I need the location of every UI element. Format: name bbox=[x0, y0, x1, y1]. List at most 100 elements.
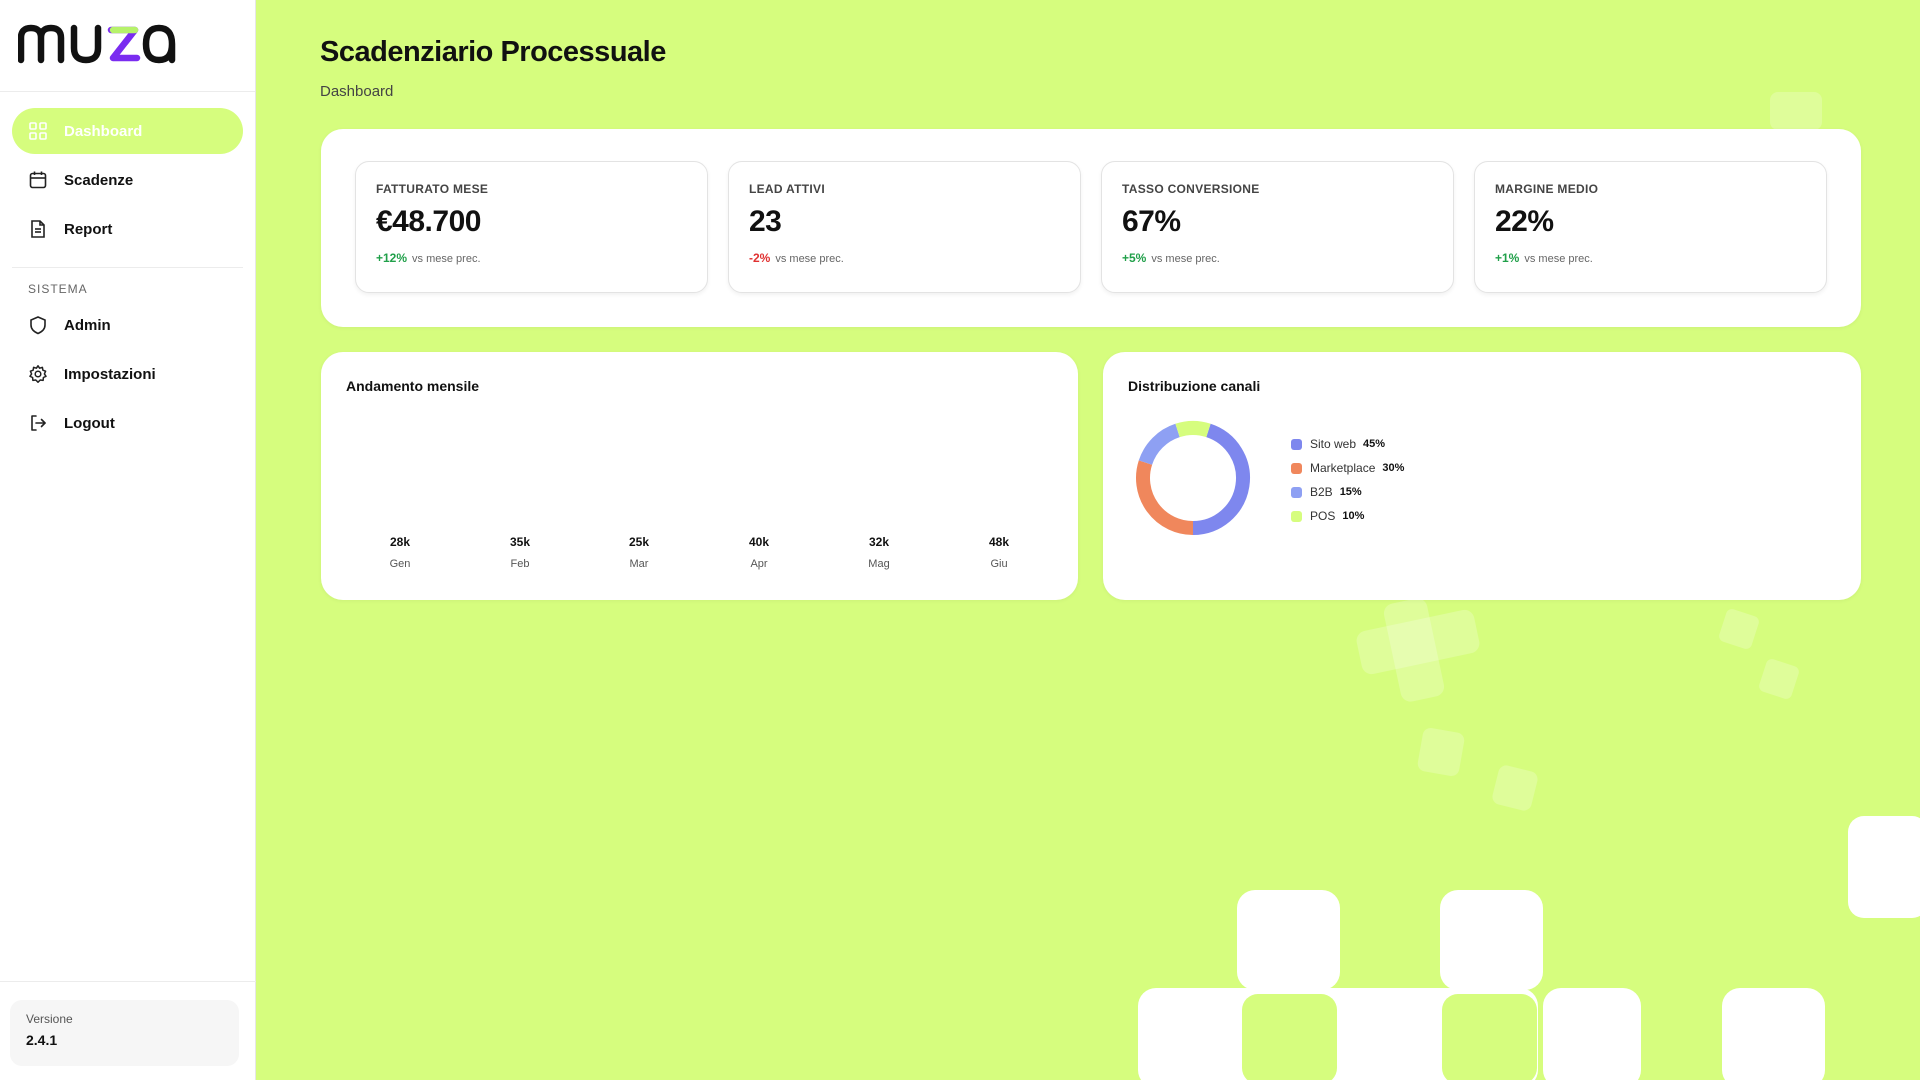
kpi-delta-note: vs mese prec. bbox=[412, 253, 481, 265]
main-nav: Dashboard Scadenze Report SISTEMA Admin bbox=[0, 92, 255, 449]
grid-icon bbox=[28, 121, 48, 141]
bar-column-giu: 48k Giu bbox=[969, 535, 1029, 570]
deco-block bbox=[1237, 890, 1340, 990]
nav-item-scadenze[interactable]: Scadenze bbox=[12, 157, 243, 203]
legend-item-marketplace: Marketplace 30% bbox=[1291, 456, 1404, 480]
kpi-delta: +12% vs mese prec. bbox=[376, 251, 707, 265]
legend-swatch bbox=[1291, 438, 1302, 450]
kpi-delta: -2% vs mese prec. bbox=[749, 251, 1080, 265]
nav-item-label: Report bbox=[64, 220, 113, 238]
deco-block bbox=[1722, 988, 1825, 1080]
legend-item-pos: POS 10% bbox=[1291, 504, 1404, 528]
nav-item-admin[interactable]: Admin bbox=[12, 302, 243, 348]
nav-item-impostazioni[interactable]: Impostazioni bbox=[12, 351, 243, 397]
nav-item-logout[interactable]: Logout bbox=[12, 400, 243, 446]
kpi-value: 23 bbox=[749, 205, 782, 238]
monthly-trend-panel: Andamento mensile 28k Gen 35k Feb 25k Ma… bbox=[321, 352, 1078, 600]
bar-column-mag: 32k Mag bbox=[849, 535, 909, 570]
bar-category-label: Mar bbox=[629, 558, 649, 570]
kpi-value: €48.700 bbox=[376, 205, 481, 238]
section-label-sistema: SISTEMA bbox=[28, 282, 88, 296]
footer-divider bbox=[0, 981, 256, 982]
nav-item-label: Dashboard bbox=[64, 122, 143, 140]
legend-item-sito-web: Sito web 45% bbox=[1291, 432, 1404, 456]
donut-slice-marketplace bbox=[1136, 460, 1194, 535]
muza-logo[interactable] bbox=[18, 18, 210, 64]
nav-divider bbox=[12, 267, 243, 268]
channels-legend: Sito web 45% Marketplace 30% B2B 15% POS… bbox=[1291, 432, 1404, 528]
nav-item-label: Scadenze bbox=[64, 171, 134, 189]
legend-item-b2b: B2B 15% bbox=[1291, 480, 1404, 504]
kpi-delta: +1% vs mese prec. bbox=[1495, 251, 1826, 265]
nav-item-label: Logout bbox=[64, 414, 115, 432]
gear-icon bbox=[28, 364, 48, 384]
bar-column-feb: 35k Feb bbox=[490, 535, 550, 570]
deco-shape bbox=[1717, 607, 1761, 651]
panel-title: Andamento mensile bbox=[346, 378, 480, 394]
bar-category-label: Feb bbox=[510, 558, 530, 570]
logo-area bbox=[0, 0, 255, 92]
donut-slice-pos bbox=[1175, 421, 1211, 438]
kpi-card-margine: MARGINE MEDIO 22% +1% vs mese prec. bbox=[1474, 161, 1827, 293]
kpi-card-conversione: TASSO CONVERSIONE 67% +5% vs mese prec. bbox=[1101, 161, 1454, 293]
bar-category-label: Apr bbox=[750, 558, 768, 570]
channels-panel: Distribuzione canali Sito web 45% Market… bbox=[1103, 352, 1861, 600]
bar-column-gen: 28k Gen bbox=[370, 535, 430, 570]
kpi-label: LEAD ATTIVI bbox=[749, 182, 825, 196]
bar-category-label: Giu bbox=[990, 558, 1008, 570]
kpi-delta-note: vs mese prec. bbox=[1151, 253, 1220, 265]
nav-item-dashboard[interactable]: Dashboard bbox=[12, 108, 243, 154]
legend-swatch bbox=[1291, 462, 1302, 474]
bar-column-apr: 40k Apr bbox=[729, 535, 789, 570]
page-title: Scadenziario Processuale bbox=[320, 36, 666, 68]
sidebar: Dashboard Scadenze Report SISTEMA Admin bbox=[0, 0, 256, 1080]
kpi-card-lead: LEAD ATTIVI 23 -2% vs mese prec. bbox=[728, 161, 1081, 293]
document-icon bbox=[28, 219, 48, 239]
legend-pct: 10% bbox=[1342, 510, 1365, 522]
legend-name: Marketplace bbox=[1310, 461, 1376, 475]
kpi-delta-value: -2% bbox=[749, 251, 771, 265]
logout-icon bbox=[28, 413, 48, 433]
bar-column-mar: 25k Mar bbox=[609, 535, 669, 570]
deco-block bbox=[1543, 988, 1641, 1080]
deco-block-cutout bbox=[1242, 994, 1337, 1080]
kpi-card-fatturato: FATTURATO MESE €48.700 +12% vs mese prec. bbox=[355, 161, 708, 293]
legend-pct: 45% bbox=[1363, 438, 1386, 450]
legend-swatch bbox=[1291, 486, 1302, 498]
legend-pct: 30% bbox=[1382, 462, 1405, 474]
legend-name: B2B bbox=[1310, 485, 1333, 499]
deco-shape bbox=[1382, 596, 1446, 704]
deco-shape bbox=[1416, 726, 1466, 778]
donut-slice-sito-web bbox=[1192, 423, 1250, 535]
kpi-value: 22% bbox=[1495, 205, 1554, 238]
nav-item-label: Admin bbox=[64, 316, 111, 334]
nav-item-label: Impostazioni bbox=[64, 365, 156, 383]
bar-value-label: 32k bbox=[868, 535, 890, 549]
legend-pct: 15% bbox=[1339, 486, 1362, 498]
legend-name: Sito web bbox=[1310, 437, 1357, 451]
bar-value-label: 25k bbox=[628, 535, 650, 549]
legend-swatch bbox=[1291, 510, 1302, 522]
kpi-delta: +5% vs mese prec. bbox=[1122, 251, 1453, 265]
legend-name: POS bbox=[1310, 509, 1336, 523]
deco-shape bbox=[1490, 763, 1540, 813]
channels-donut-chart bbox=[1136, 421, 1250, 535]
version-value: 2.4.1 bbox=[26, 1032, 58, 1048]
bar-value-label: 48k bbox=[988, 535, 1010, 549]
donut-slice-b2b bbox=[1138, 423, 1181, 466]
bar-value-label: 40k bbox=[748, 535, 770, 549]
breadcrumb: Dashboard bbox=[320, 83, 394, 100]
deco-shape bbox=[1770, 92, 1822, 130]
deco-shape bbox=[1757, 657, 1801, 701]
kpi-delta-note: vs mese prec. bbox=[1524, 253, 1593, 265]
deco-block-cutout bbox=[1442, 994, 1537, 1080]
version-card: Versione 2.4.1 bbox=[10, 1000, 239, 1066]
nav-item-report[interactable]: Report bbox=[12, 206, 243, 252]
kpi-label: MARGINE MEDIO bbox=[1495, 182, 1599, 196]
bar-value-label: 28k bbox=[389, 535, 411, 549]
kpi-label: FATTURATO MESE bbox=[376, 182, 489, 196]
kpi-delta-value: +5% bbox=[1122, 251, 1147, 265]
kpi-delta-value: +1% bbox=[1495, 251, 1520, 265]
kpi-delta-note: vs mese prec. bbox=[775, 253, 844, 265]
bar-value-label: 35k bbox=[509, 535, 531, 549]
